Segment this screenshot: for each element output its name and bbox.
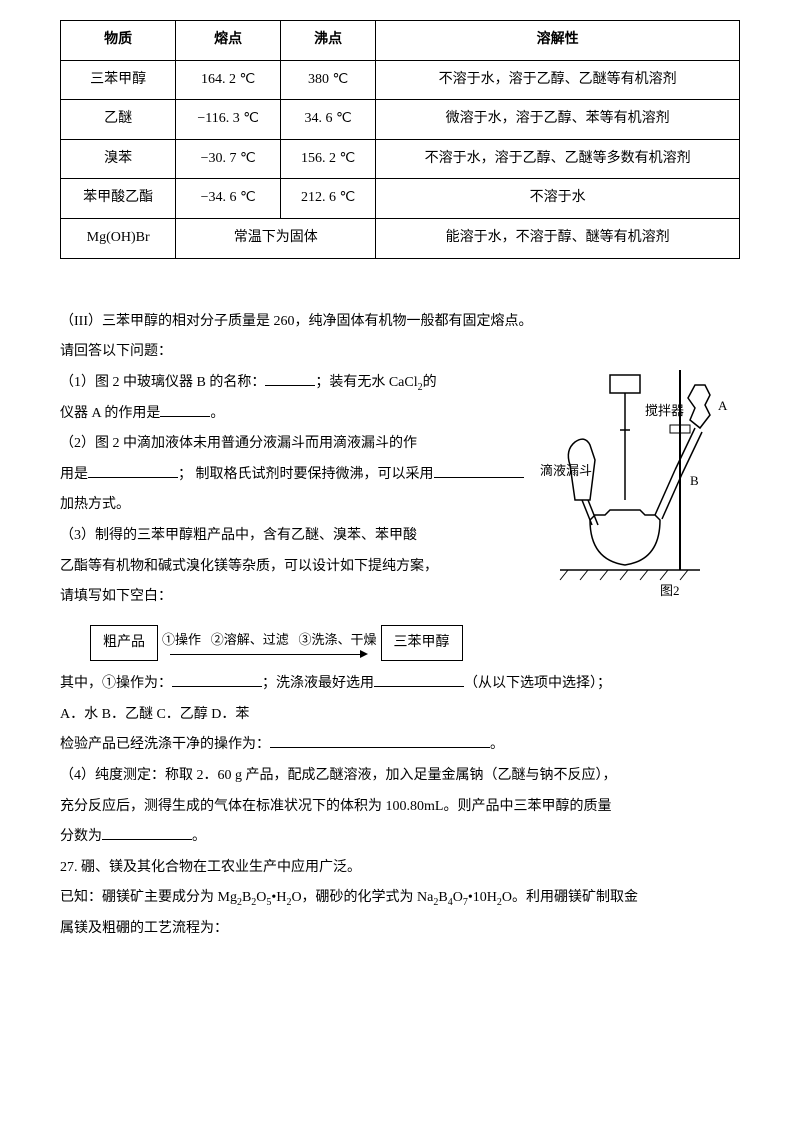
- blank-field: [270, 732, 490, 748]
- options-line: A．水 B．乙醚 C．乙醇 D．苯: [60, 702, 740, 729]
- blank-field: [374, 671, 464, 687]
- flow-diagram: 粗产品 ①操作 ②溶解、过滤 ③洗涤、干燥 三苯甲醇: [90, 625, 740, 662]
- blank-field: [160, 401, 210, 417]
- label-stirrer: 搅拌器: [645, 403, 684, 418]
- q1-line2: 仪器 A 的作用是。: [60, 401, 530, 428]
- q2-line3: 加热方式。: [60, 492, 530, 519]
- blank-field: [265, 370, 315, 386]
- blank-field: [102, 824, 192, 840]
- blank-field: [88, 462, 178, 478]
- label-b: B: [690, 473, 699, 488]
- apparatus-section: （1）图 2 中玻璃仪器 B 的名称：；装有无水 CaCl2的 仪器 A 的作用…: [60, 370, 740, 615]
- table-row: 苯甲酸乙酯 −34. 6 ℃ 212. 6 ℃ 不溶于水: [61, 179, 740, 219]
- intro-text: 请回答以下问题：: [60, 339, 740, 366]
- col-mp: 熔点: [176, 21, 281, 61]
- arrow-head-icon: [360, 650, 368, 658]
- section3-title: （III）三苯甲醇的相对分子质量是 260，纯净固体有机物一般都有固定熔点。: [60, 309, 740, 336]
- label-funnel: 滴液漏斗: [540, 463, 592, 478]
- col-solubility: 溶解性: [376, 21, 740, 61]
- q1-line1: （1）图 2 中玻璃仪器 B 的名称：；装有无水 CaCl2的: [60, 370, 530, 397]
- flow-start: 粗产品: [90, 625, 158, 662]
- table-row: 溴苯 −30. 7 ℃ 156. 2 ℃ 不溶于水，溶于乙醇、乙醚等多数有机溶剂: [61, 139, 740, 179]
- q2-line2: 用是； 制取格氏试剂时要保持微沸，可以采用: [60, 462, 530, 489]
- q3-line3: 请填写如下空白：: [60, 584, 530, 611]
- label-a: A: [718, 398, 728, 413]
- q4-line2: 充分反应后，测得生成的气体在标准状况下的体积为 100.80mL。则产品中三苯甲…: [60, 794, 740, 821]
- col-bp: 沸点: [280, 21, 375, 61]
- properties-table: 物质 熔点 沸点 溶解性 三苯甲醇 164. 2 ℃ 380 ℃ 不溶于水，溶于…: [60, 20, 740, 259]
- flow-arrow: ①操作 ②溶解、过滤 ③洗涤、干燥: [162, 628, 377, 659]
- blank-field: [172, 671, 262, 687]
- q4-line1: （4）纯度测定：称取 2．60 g 产品，配成乙醚溶液，加入足量金属钠（乙醚与钠…: [60, 763, 740, 790]
- col-substance: 物质: [61, 21, 176, 61]
- table-row: 三苯甲醇 164. 2 ℃ 380 ℃ 不溶于水，溶于乙醇、乙醚等有机溶剂: [61, 60, 740, 100]
- blank-field: [434, 462, 524, 478]
- apparatus-svg: 搅拌器 滴液漏斗 A B 图2: [540, 370, 740, 600]
- table-row: 乙醚 −116. 3 ℃ 34. 6 ℃ 微溶于水，溶于乙醇、苯等有机溶剂: [61, 100, 740, 140]
- q3-line2: 乙酯等有机物和碱式溴化镁等杂质，可以设计如下提纯方案，: [60, 554, 530, 581]
- arrow-shaft: [170, 654, 360, 656]
- table-row: Mg(OH)Br 常温下为固体 能溶于水，不溶于醇、醚等有机溶剂: [61, 218, 740, 258]
- q3-line4: 其中，①操作为：；洗涤液最好选用（从以下选项中选择）；: [60, 671, 740, 698]
- q4-line3: 分数为。: [60, 824, 740, 851]
- table-header-row: 物质 熔点 沸点 溶解性: [61, 21, 740, 61]
- q27-line2: 已知：硼镁矿主要成分为 Mg2B2O5•H2O，硼砂的化学式为 Na2B4O7•…: [60, 885, 740, 912]
- q2-line1: （2）图 2 中滴加液体未用普通分液漏斗而用滴液漏斗的作: [60, 431, 530, 458]
- q27-line1: 27. 硼、镁及其化合物在工农业生产中应用广泛。: [60, 855, 740, 882]
- q3-line5: 检验产品已经洗涤干净的操作为：。: [60, 732, 740, 759]
- flow-end: 三苯甲醇: [381, 625, 463, 662]
- q3-line1: （3）制得的三苯甲醇粗产品中，含有乙醚、溴苯、苯甲酸: [60, 523, 530, 550]
- label-fig: 图2: [660, 583, 680, 598]
- apparatus-text-block: （1）图 2 中玻璃仪器 B 的名称：；装有无水 CaCl2的 仪器 A 的作用…: [60, 370, 530, 615]
- apparatus-diagram: 搅拌器 滴液漏斗 A B 图2: [540, 370, 740, 611]
- q27-line3: 属镁及粗硼的工艺流程为：: [60, 916, 740, 943]
